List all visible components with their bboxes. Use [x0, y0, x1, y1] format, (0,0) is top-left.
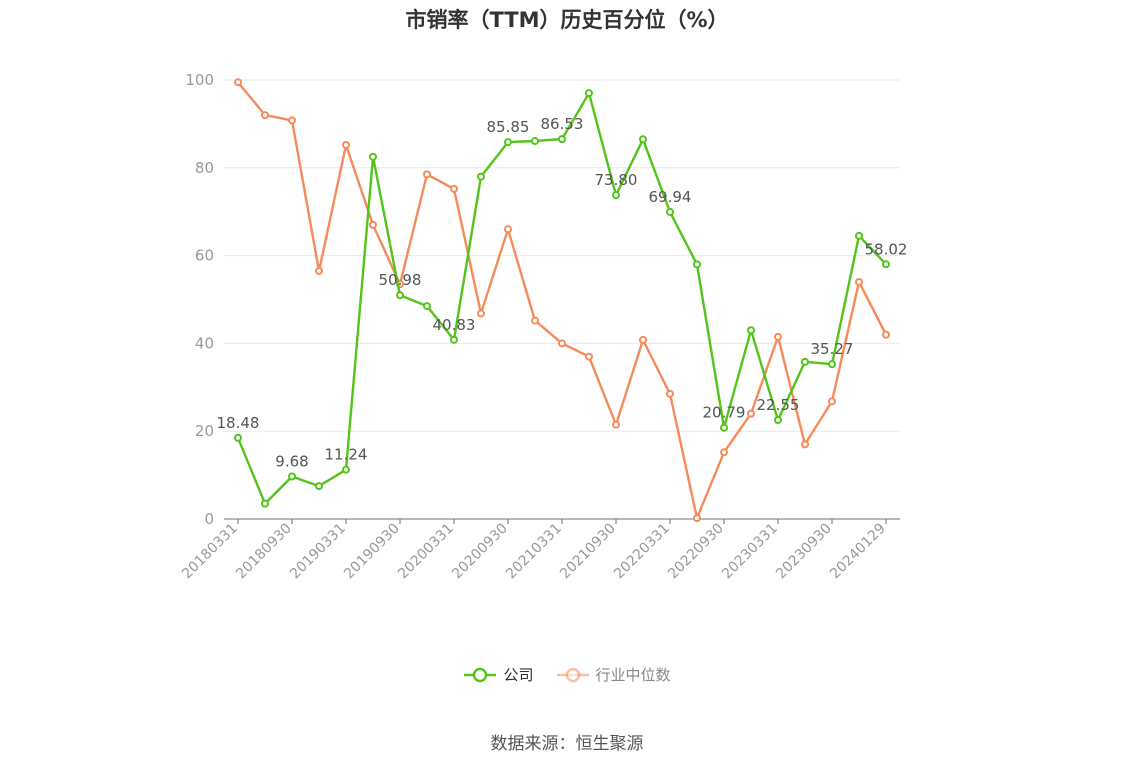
data-point-company [558, 135, 566, 144]
data-point-industry-median [342, 140, 350, 149]
y-tick-label: 20 [195, 422, 214, 440]
data-point-company [261, 499, 269, 508]
data-point-company [531, 137, 539, 146]
legend-label: 公司 [503, 666, 534, 684]
x-tick-label: 20180930 [233, 521, 295, 583]
x-tick-label: 20230930 [773, 521, 835, 583]
data-point-industry-median [801, 440, 809, 449]
data-point-industry-median [612, 420, 620, 429]
data-point-company [504, 138, 512, 147]
x-tick-label: 20220930 [665, 521, 727, 583]
data-point-industry-median [315, 266, 323, 275]
data-point-company [288, 472, 296, 481]
data-label: 86.53 [541, 115, 584, 133]
data-label: 9.68 [275, 453, 308, 471]
data-point-industry-median [855, 277, 863, 286]
label-layer: 18.48 9.68 11.24 50.98 40.83 85.85 86.53 73.80 6… [217, 115, 908, 470]
data-point-company [801, 357, 809, 366]
data-label: 35.27 [811, 340, 854, 358]
data-point-industry-median [261, 111, 269, 120]
data-point-industry-median [558, 339, 566, 348]
data-label: 20.79 [703, 404, 746, 422]
data-point-company [396, 291, 404, 300]
x-tick-label: 20220331 [611, 521, 673, 583]
data-point-company [855, 231, 863, 240]
data-point-company [639, 135, 647, 144]
axis-layer: 0 20 40 60 80 100 2018033120180930201903312019… [179, 71, 900, 582]
data-point-company [423, 302, 431, 311]
x-tick-label: 20200331 [395, 521, 457, 583]
data-point-company [369, 152, 377, 161]
legend-item-company[interactable]: 公司 [463, 664, 534, 685]
data-point-industry-median [504, 225, 512, 234]
series-line-company [236, 91, 887, 505]
data-point-company [477, 172, 485, 181]
legend: 公司 行业中位数 [0, 664, 1134, 685]
data-point-company [747, 326, 755, 335]
data-label: 69.94 [649, 188, 692, 206]
data-label: 58.02 [865, 240, 908, 258]
legend-marker-icon [556, 667, 589, 682]
data-label: 50.98 [379, 271, 422, 289]
x-tick-label: 20200930 [449, 521, 511, 583]
data-point-industry-median [450, 184, 458, 193]
data-point-company [342, 465, 350, 474]
data-point-company [450, 335, 458, 344]
data-point-company [774, 416, 782, 425]
data-point-industry-median [585, 352, 593, 361]
y-tick-label: 80 [195, 159, 214, 177]
data-point-company [666, 207, 674, 216]
y-tick-label: 40 [195, 334, 214, 352]
data-label: 18.48 [217, 414, 260, 432]
source-note: 数据来源：恒生聚源 [490, 734, 644, 754]
x-tick-label: 20190930 [341, 521, 403, 583]
data-point-industry-median [882, 330, 890, 339]
data-point-industry-median [666, 389, 674, 398]
x-tick-label: 20230331 [719, 521, 781, 583]
data-label: 85.85 [487, 118, 530, 136]
data-label: 40.83 [433, 316, 476, 334]
data-point-industry-median [828, 397, 836, 406]
data-point-company [720, 423, 728, 432]
data-point-company [693, 260, 701, 269]
data-point-company [828, 360, 836, 369]
x-tick-label: 20210331 [503, 521, 565, 583]
x-tick-label: 20180331 [179, 521, 241, 583]
legend-marker-icon [464, 667, 497, 682]
data-label: 22.55 [757, 396, 800, 414]
series-layer [234, 78, 890, 523]
x-tick-label: 20190331 [287, 521, 349, 583]
x-tick-label: 20240129 [827, 521, 889, 583]
legend-label: 行业中位数 [595, 666, 671, 684]
data-point-company [234, 433, 242, 442]
data-point-industry-median [720, 448, 728, 457]
data-point-industry-median [477, 309, 485, 318]
data-point-company [882, 260, 890, 269]
chart-title: 市销率（TTM）历史百分位（%） [405, 8, 729, 32]
data-label: 73.80 [595, 171, 638, 189]
y-tick-label: 100 [185, 71, 214, 89]
data-point-company [315, 482, 323, 491]
y-tick-label: 0 [204, 510, 214, 528]
data-point-industry-median [369, 220, 377, 229]
data-point-industry-median [774, 332, 782, 341]
y-tick-label: 60 [195, 247, 214, 265]
data-point-company [585, 89, 593, 98]
data-label: 11.24 [325, 446, 368, 464]
data-point-industry-median [423, 170, 431, 179]
data-point-industry-median [693, 514, 701, 523]
data-point-company [612, 191, 620, 200]
data-point-industry-median [234, 78, 242, 87]
x-tick-label: 20210930 [557, 521, 619, 583]
data-point-industry-median [639, 335, 647, 344]
data-point-industry-median [531, 316, 539, 325]
data-point-industry-median [747, 409, 755, 418]
legend-item-industry-median[interactable]: 行业中位数 [556, 664, 671, 685]
data-point-industry-median [288, 116, 296, 125]
